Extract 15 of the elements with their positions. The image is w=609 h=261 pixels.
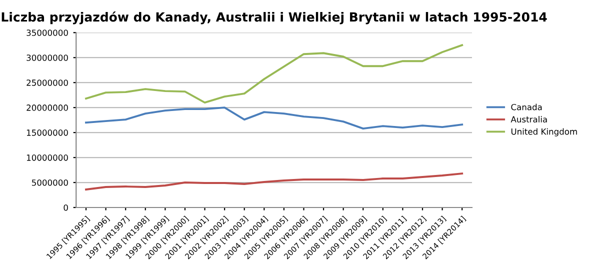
line-series: [85, 172, 464, 190]
y-tick-label: 10000000: [26, 154, 68, 161]
y-tick-label: 20000000: [26, 104, 68, 111]
y-tick-label: 0: [64, 204, 68, 211]
legend-label: Australia: [510, 116, 547, 122]
y-tick-label: 25000000: [26, 80, 68, 86]
line-series: [85, 106, 464, 130]
legend-label: United Kingdom: [511, 128, 577, 136]
y-tick-label: 5000000: [32, 179, 68, 186]
legend-label: Canada: [511, 104, 542, 110]
y-tick-label: 15000000: [26, 130, 68, 136]
y-tick-label: 35000000: [26, 30, 68, 36]
y-tick-label: 30000000: [26, 54, 68, 61]
chart-title: Liczba przyjazdów do Kanady, Australii i Wielkiej Brytanii w latach 1995-2014: [2, 12, 547, 24]
line-series: [85, 44, 464, 104]
